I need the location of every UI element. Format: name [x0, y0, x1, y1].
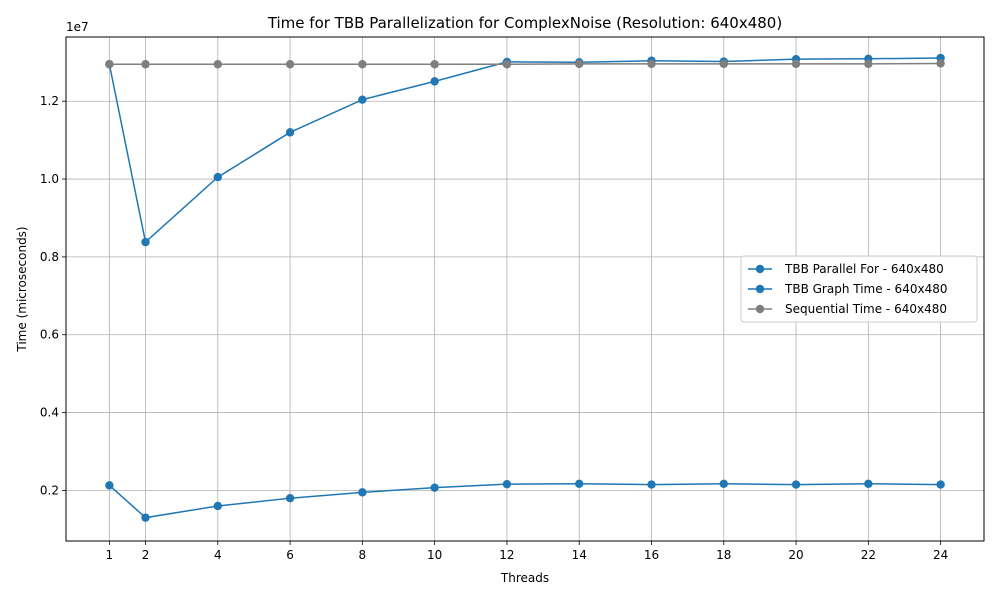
x-axis-ticks: 1 2 4 6 8 10 12 14 16 18 20 22 24: [106, 541, 948, 562]
x-tick-label: 1: [106, 548, 114, 562]
chart-title: Time for TBB Parallelization for Complex…: [267, 14, 782, 32]
y-tick-label: 1.0: [40, 172, 59, 186]
data-point: [936, 480, 945, 489]
x-tick-label: 4: [214, 548, 222, 562]
series-line: [108, 57, 941, 244]
x-axis-label: Threads: [500, 571, 549, 585]
data-point: [502, 60, 512, 69]
y-offset-label: 1e7: [66, 20, 89, 34]
x-tick-label: 10: [427, 548, 442, 562]
series-1: [105, 53, 945, 247]
x-tick-label: 14: [572, 548, 587, 562]
series-layer: [105, 53, 945, 522]
x-tick-label: 8: [359, 548, 367, 562]
data-point: [430, 60, 439, 69]
y-tick-label: 0.4: [40, 406, 59, 420]
x-tick-label: 22: [861, 548, 876, 562]
data-point: [864, 59, 873, 69]
data-point: [105, 481, 114, 490]
data-point: [575, 59, 584, 69]
data-point: [141, 513, 150, 522]
data-point: [430, 483, 439, 492]
y-tick-label: 0.8: [40, 250, 59, 264]
x-tick-label: 12: [499, 548, 514, 562]
data-point: [791, 59, 801, 69]
data-point: [719, 479, 728, 488]
data-point: [213, 60, 222, 69]
data-point: [430, 77, 439, 86]
legend-box: [740, 255, 978, 323]
data-point: [213, 172, 222, 182]
data-point: [864, 479, 873, 488]
series-line: [108, 483, 941, 519]
data-point: [647, 59, 656, 69]
data-point: [105, 60, 114, 69]
data-point: [647, 480, 656, 489]
data-point: [936, 59, 945, 68]
data-point: [213, 501, 222, 511]
x-tick-label: 16: [644, 548, 659, 562]
data-point: [141, 60, 150, 69]
y-tick-label: 0.6: [40, 328, 59, 342]
y-axis-label: Time (microseconds): [15, 226, 29, 352]
legend-entry: Sequential Time - 640x480: [785, 302, 947, 316]
data-point: [285, 493, 295, 503]
x-tick-label: 20: [788, 548, 803, 562]
data-point: [285, 60, 295, 69]
data-point: [502, 479, 512, 489]
x-tick-label: 24: [933, 548, 948, 562]
data-point: [285, 128, 295, 137]
plot-frame: [65, 36, 985, 542]
y-tick-label: 1.2: [40, 94, 59, 108]
series-2: [105, 479, 945, 522]
y-tick-label: 0.2: [40, 483, 59, 497]
data-point: [358, 488, 367, 497]
data-point: [719, 59, 728, 69]
legend-marker: [755, 304, 765, 314]
legend-entry: TBB Graph Time - 640x480: [784, 282, 947, 296]
x-tick-label: 6: [286, 548, 294, 562]
y-axis-ticks: 0.2 0.4 0.6 0.8 1.0 1.2: [40, 94, 66, 497]
data-point: [141, 237, 150, 247]
legend: TBB Parallel For - 640x480 TBB Graph Time…: [740, 255, 978, 323]
data-point: [791, 480, 801, 489]
legend-marker: [755, 284, 765, 294]
legend-marker: [755, 264, 765, 274]
series-line: [109, 62, 941, 65]
series-3: [105, 59, 945, 69]
x-tick-label: 18: [716, 548, 731, 562]
data-point: [358, 95, 367, 104]
data-point: [358, 60, 367, 69]
data-point: [575, 479, 584, 488]
legend-entry: TBB Parallel For - 640x480: [784, 262, 944, 276]
x-tick-label: 2: [142, 548, 150, 562]
